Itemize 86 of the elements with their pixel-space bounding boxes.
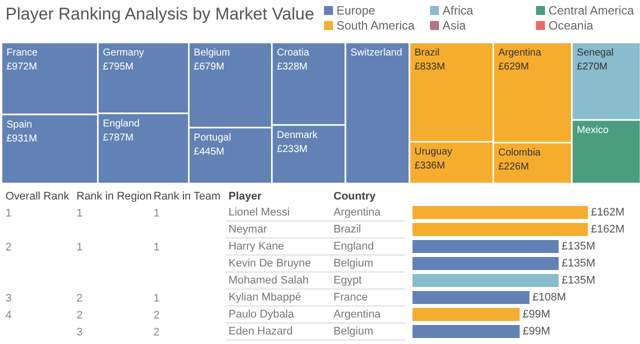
data-label: 2 bbox=[76, 310, 83, 322]
data-label: £328M bbox=[276, 62, 308, 72]
data-label: 1 bbox=[6, 208, 12, 220]
bar bbox=[412, 308, 520, 321]
category-label: Switzerland bbox=[350, 48, 402, 58]
data-label: £931M bbox=[6, 134, 38, 145]
y2-tick-label: Argentina bbox=[334, 206, 382, 218]
y-tick-label: Lionel Messi bbox=[228, 206, 290, 218]
legend-label: Asia bbox=[442, 18, 466, 32]
y2-tick-label: Egypt bbox=[334, 274, 362, 286]
data-label: £233M bbox=[276, 144, 308, 155]
data-label: 4 bbox=[6, 310, 12, 322]
data-label: 1 bbox=[76, 208, 83, 220]
legend-label: South America bbox=[336, 18, 415, 32]
category-label: France bbox=[6, 48, 38, 58]
y-tick-label: Mohamed Salah bbox=[228, 274, 309, 286]
data-label: £795M bbox=[102, 62, 134, 72]
y-tick-label: Kylian Mbappé bbox=[228, 292, 302, 304]
bar bbox=[412, 223, 588, 236]
bar bbox=[412, 291, 530, 304]
bar bbox=[412, 240, 559, 253]
category-label: Denmark bbox=[276, 130, 318, 141]
y2-tick-label: Brazil bbox=[334, 224, 362, 236]
category-label: England bbox=[102, 118, 140, 130]
legend-label: Oceania bbox=[548, 18, 594, 32]
y-tick-label: Paulo Dybala bbox=[228, 308, 295, 320]
data-label: £135M bbox=[562, 274, 596, 286]
y2-tick-label: England bbox=[334, 240, 374, 252]
data-label: 1 bbox=[76, 242, 83, 254]
data-label: £99M bbox=[522, 326, 550, 338]
data-label: £135M bbox=[562, 258, 596, 270]
data-label: £270M bbox=[576, 62, 608, 72]
data-label: £226M bbox=[498, 162, 529, 173]
category-label: Belgium bbox=[194, 48, 230, 58]
data-label: 1 bbox=[154, 242, 160, 254]
category-label: Brazil bbox=[414, 48, 440, 58]
data-label: £787M bbox=[102, 132, 134, 144]
data-label: £108M bbox=[532, 292, 566, 304]
text: Player Ranking Analysis by Market Value bbox=[6, 4, 314, 24]
bar bbox=[412, 325, 520, 338]
x-tick-label: Overall Rank bbox=[6, 190, 70, 202]
bar bbox=[412, 257, 559, 270]
data-label: £833M bbox=[414, 62, 446, 72]
legend-label: Central America bbox=[548, 4, 634, 18]
data-label: 2 bbox=[76, 292, 83, 304]
y-tick-label: Neymar bbox=[228, 224, 268, 236]
data-label: £972M bbox=[6, 62, 38, 72]
category-label: Portugal bbox=[194, 132, 232, 144]
data-label: £162M bbox=[590, 224, 625, 236]
legend-label: Africa bbox=[442, 4, 474, 18]
legend-label: Europe bbox=[336, 4, 376, 18]
x-tick-label: Rank in Region bbox=[76, 190, 152, 202]
category-label: Spain bbox=[6, 120, 32, 131]
category-label: Argentina bbox=[498, 48, 542, 58]
data-label: 2 bbox=[6, 242, 12, 254]
data-label: £629M bbox=[498, 62, 529, 72]
data-label: 2 bbox=[154, 326, 160, 338]
data-label: £679M bbox=[194, 62, 224, 72]
category-label: Uruguay bbox=[414, 146, 452, 158]
category-label: Mexico bbox=[576, 125, 610, 136]
bar bbox=[412, 274, 559, 287]
category-label: Germany bbox=[102, 48, 144, 58]
data-label: 1 bbox=[154, 208, 160, 220]
category-label: Senegal bbox=[576, 48, 614, 58]
category-label: Croatia bbox=[276, 48, 310, 58]
y-tick-label: Eden Hazard bbox=[228, 326, 293, 338]
data-label: £162M bbox=[590, 206, 625, 218]
y2-tick-label: Belgium bbox=[334, 326, 374, 338]
data-label: £135M bbox=[562, 240, 596, 252]
y2-axis-title: Country bbox=[334, 190, 377, 202]
data-label: £336M bbox=[414, 160, 446, 172]
y-tick-label: Kevin De Bruyne bbox=[228, 258, 312, 270]
data-label: £99M bbox=[522, 308, 550, 320]
x-tick-label: Rank in Team bbox=[154, 190, 221, 202]
data-label: 3 bbox=[6, 292, 12, 304]
bar bbox=[412, 206, 588, 219]
y2-tick-label: Belgium bbox=[334, 258, 374, 270]
y-tick-label: Harry Kane bbox=[228, 240, 284, 252]
data-label: £445M bbox=[194, 146, 224, 158]
y-axis-title: Player bbox=[228, 190, 262, 202]
data-label: 1 bbox=[154, 292, 160, 304]
data-label: 2 bbox=[154, 310, 160, 322]
category-label: Colombia bbox=[498, 148, 542, 159]
data-label: 3 bbox=[76, 326, 83, 338]
y2-tick-label: France bbox=[334, 292, 368, 304]
y2-tick-label: Argentina bbox=[334, 308, 382, 320]
